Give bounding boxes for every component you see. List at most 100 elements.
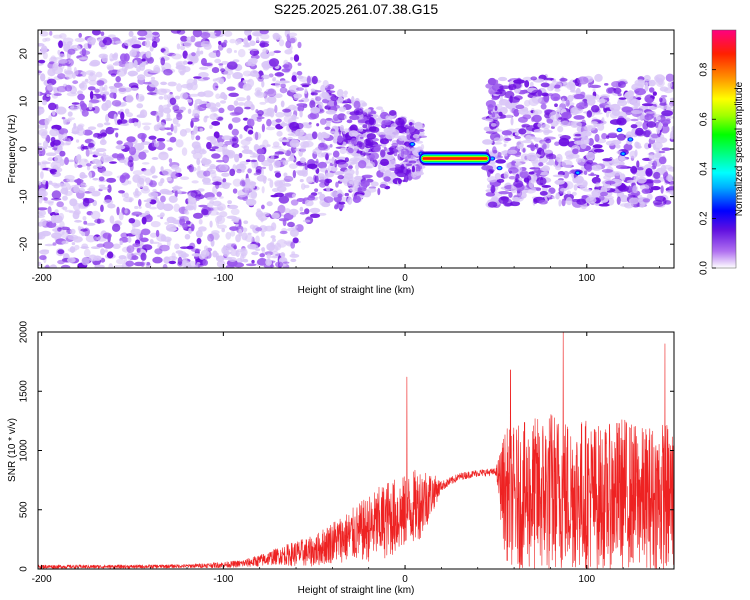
spectrogram-blob	[77, 187, 86, 194]
spectrogram-blob	[528, 179, 535, 189]
spectrogram-blob	[254, 131, 259, 141]
spectrogram-blob	[87, 86, 96, 91]
spectrogram-blob	[287, 221, 295, 228]
spectrogram-blob	[202, 76, 210, 80]
spectrogram-blob	[482, 139, 493, 145]
spectrogram-blob	[218, 141, 224, 147]
spectrogram-blob	[143, 199, 152, 203]
spectrogram-blob	[583, 170, 588, 175]
spectrogram-blob	[44, 37, 51, 42]
spectrogram-blob	[268, 163, 274, 172]
spectrogram-blob	[406, 128, 410, 136]
spectrogram-blob	[119, 53, 128, 62]
spectrogram-blob	[344, 98, 352, 103]
spectrogram-blob	[91, 30, 101, 36]
spectrogram-blob	[234, 153, 240, 163]
spectrogram-blob	[542, 127, 550, 136]
spectrogram-blob	[249, 152, 256, 155]
spectrogram-blob	[225, 231, 232, 240]
spectrogram-blob	[125, 94, 134, 103]
spectrogram-blob	[38, 128, 48, 137]
spectrogram-blob	[610, 178, 622, 187]
spectrogram-blob	[133, 142, 145, 151]
spectrogram-blob	[594, 184, 600, 188]
spectrogram-blob	[324, 161, 331, 164]
spectrogram-blob	[545, 138, 552, 144]
spectrogram-blob	[308, 122, 312, 125]
spectrogram-blob	[330, 95, 339, 102]
spectrogram-blob	[59, 150, 66, 157]
spectrogram-blob	[299, 212, 307, 215]
spectrogram-blob	[353, 100, 361, 109]
spectrogram-blob	[485, 83, 493, 89]
spectrogram-blob	[490, 157, 494, 160]
spectrogram-blob	[590, 121, 598, 125]
spectrogram-blob	[176, 112, 183, 121]
spectrogram-blob	[271, 187, 280, 193]
spectrogram-blob	[281, 68, 291, 73]
spectrogram-blob	[597, 123, 605, 131]
spectrogram-blob	[508, 191, 513, 198]
spectrogram-blob	[192, 212, 204, 219]
spectrogram-blob	[141, 162, 150, 165]
spectrogram-blob	[592, 88, 596, 92]
spectrogram-blob	[355, 169, 359, 176]
spectrogram-blob	[636, 176, 647, 184]
spectrogram-blob	[393, 151, 398, 157]
spectrogram-blob	[48, 201, 54, 206]
spectrogram-blob	[291, 193, 296, 198]
spectrogram-blob	[89, 71, 94, 77]
spectrogram-blob	[151, 175, 158, 179]
spectrogram-blob	[360, 180, 370, 188]
spectrogram-blob	[498, 196, 509, 204]
spectrogram-blob	[487, 77, 497, 86]
spectrogram-blob	[549, 111, 559, 120]
spectrogram-blob	[38, 70, 43, 74]
spectrogram-blob	[282, 182, 292, 187]
spectrogram-blob	[60, 264, 71, 268]
colorbar-tick-label: 0.4	[699, 161, 710, 175]
spectrogram-blob	[69, 184, 80, 193]
spectrogram-blob	[266, 242, 276, 251]
spectrogram-blob	[216, 215, 223, 222]
spectrogram-blob	[592, 144, 603, 149]
spectrogram-blob	[288, 156, 295, 162]
spectrogram-blob	[641, 188, 651, 194]
spectrogram-blob	[136, 120, 141, 129]
spectrogram-blob	[136, 74, 146, 81]
spectrogram-blob	[115, 258, 125, 265]
spectrogram-blob	[249, 40, 256, 47]
spectrogram-blob	[616, 196, 621, 205]
spectrogram-blob	[213, 131, 220, 139]
spectrogram-blob	[360, 152, 372, 156]
spectrogram-blob	[223, 251, 232, 255]
spectrogram-blob	[417, 165, 423, 170]
spectrogram-blob	[160, 57, 166, 66]
colorbar: 0.0 0.2 0.4 0.6 0.8 Normalized spectral ampl…	[699, 29, 745, 275]
spectrogram-blob	[39, 249, 50, 255]
spectrogram-blob	[561, 111, 572, 120]
spectrogram-blob	[282, 261, 290, 264]
spectrogram-blob	[518, 108, 529, 115]
spectrogram-blob	[540, 103, 547, 110]
spectrogram-blob	[536, 176, 547, 186]
spectrogram-blob	[654, 195, 666, 202]
spectrogram-blob	[95, 71, 103, 78]
spectrogram-blob	[144, 210, 150, 216]
spectrogram-blob	[324, 126, 331, 131]
spectrogram-blob	[132, 243, 141, 248]
spectrogram-blob	[101, 170, 113, 177]
spectrogram-blob	[539, 171, 550, 176]
spectrogram-blob	[296, 103, 308, 107]
spectrogram-blob	[216, 203, 226, 211]
spectrogram-blob	[598, 203, 610, 207]
spectrogram-blob	[254, 145, 258, 151]
spectrogram-blob	[580, 142, 587, 150]
spectrogram-blob	[282, 80, 290, 84]
spectrogram-blob	[160, 234, 167, 242]
spectrogram-blob	[243, 145, 250, 151]
spectrogram-blob	[292, 237, 299, 244]
spectrogram-blob	[352, 153, 360, 157]
spectrogram-blob	[160, 195, 166, 203]
spectrogram-blob	[244, 106, 252, 110]
